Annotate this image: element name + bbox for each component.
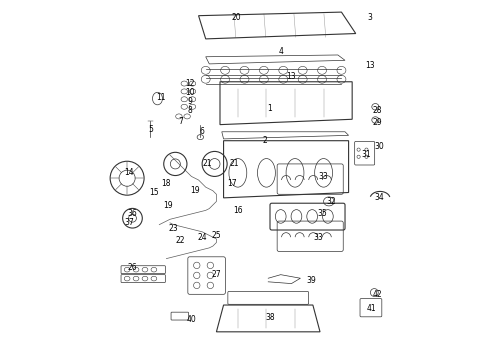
Text: 42: 42 bbox=[372, 290, 382, 299]
Text: 32: 32 bbox=[326, 197, 336, 206]
Text: 41: 41 bbox=[367, 304, 377, 313]
Text: 15: 15 bbox=[149, 188, 159, 197]
Text: 35: 35 bbox=[317, 210, 327, 219]
Text: 23: 23 bbox=[169, 224, 178, 233]
Text: 3: 3 bbox=[368, 13, 372, 22]
Text: 11: 11 bbox=[156, 93, 166, 102]
Text: 13: 13 bbox=[287, 72, 296, 81]
Text: 8: 8 bbox=[187, 106, 192, 115]
Text: 36: 36 bbox=[127, 210, 137, 219]
Text: 6: 6 bbox=[200, 127, 204, 136]
Text: 17: 17 bbox=[228, 179, 237, 188]
Text: 38: 38 bbox=[265, 313, 275, 322]
Text: 33: 33 bbox=[314, 233, 323, 242]
Text: 14: 14 bbox=[124, 168, 134, 177]
Text: 26: 26 bbox=[128, 263, 137, 272]
Text: 27: 27 bbox=[212, 270, 221, 279]
Text: 22: 22 bbox=[176, 236, 185, 245]
Text: 4: 4 bbox=[278, 47, 283, 56]
Text: 7: 7 bbox=[178, 117, 183, 126]
Text: 12: 12 bbox=[185, 79, 195, 88]
Text: 28: 28 bbox=[372, 106, 382, 115]
Text: 31: 31 bbox=[362, 150, 371, 159]
Text: 20: 20 bbox=[231, 13, 241, 22]
Text: 5: 5 bbox=[148, 126, 153, 135]
Text: 13: 13 bbox=[365, 61, 375, 70]
Text: 21: 21 bbox=[203, 159, 212, 168]
Text: 40: 40 bbox=[187, 315, 196, 324]
Text: 33: 33 bbox=[318, 172, 328, 181]
Text: 1: 1 bbox=[268, 104, 272, 113]
Text: 39: 39 bbox=[306, 275, 316, 284]
Text: 25: 25 bbox=[212, 231, 221, 240]
Text: 30: 30 bbox=[374, 141, 384, 150]
Text: 34: 34 bbox=[374, 193, 384, 202]
Text: 29: 29 bbox=[372, 118, 382, 127]
Text: 24: 24 bbox=[197, 233, 207, 242]
Text: 18: 18 bbox=[162, 179, 171, 188]
Text: 10: 10 bbox=[185, 88, 195, 97]
Text: 16: 16 bbox=[233, 206, 243, 215]
Text: 37: 37 bbox=[124, 219, 134, 228]
Text: 2: 2 bbox=[262, 136, 267, 145]
Text: 19: 19 bbox=[163, 201, 173, 210]
Text: 19: 19 bbox=[190, 186, 200, 195]
Text: 9: 9 bbox=[187, 97, 192, 106]
Text: 21: 21 bbox=[229, 159, 239, 168]
